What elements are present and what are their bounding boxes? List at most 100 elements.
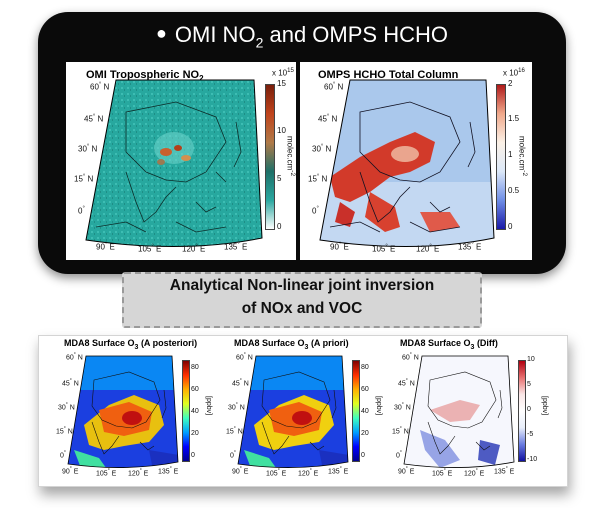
lat-tick: 15° N (226, 426, 243, 436)
lat-tick: 15° N (56, 426, 73, 436)
lat-tick: 30° N (58, 402, 75, 412)
ozone-colorbar (352, 360, 360, 462)
colorbar-tick: 80 (191, 364, 199, 371)
lon-tick: 120° E (182, 244, 206, 254)
lon-tick: 105° E (266, 468, 287, 478)
ozone-map (67, 355, 179, 468)
ozone-colorbar (518, 360, 526, 462)
lat-tick: 0° (78, 206, 85, 216)
colorbar-tick: 15 (277, 79, 286, 88)
colorbar-tick: -5 (527, 431, 534, 438)
hcho-map-panel: OMPS HCHO Total Column 60° N 45° N 30° N… (300, 62, 532, 260)
lon-tick: 105° E (432, 468, 453, 478)
lon-tick: 105° E (96, 468, 117, 478)
ozone-map (403, 355, 515, 468)
colorbar-tick: 60 (191, 386, 199, 393)
colorbar-tick: 20 (191, 430, 199, 437)
lat-tick: 45° N (232, 378, 249, 388)
bullet-icon: ● (156, 23, 167, 43)
colorbar-unit: [ppbv] (541, 396, 548, 416)
colorbar-tick: 1.5 (508, 114, 520, 123)
lon-tick: 120° E (464, 468, 485, 478)
colorbar-unit: [ppbv] (205, 396, 212, 416)
colorbar-tick: 20 (361, 430, 369, 437)
lat-tick: 30° N (312, 144, 332, 154)
colorbar-tick: 1 (508, 150, 513, 159)
lat-tick: 60° N (90, 82, 110, 92)
colorbar-tick: 2 (508, 79, 513, 88)
lat-tick: 60° N (236, 352, 253, 362)
hcho-panel-title: OMPS HCHO Total Column (318, 69, 459, 81)
lat-tick: 45° N (318, 114, 338, 124)
colorbar-tick: 0 (191, 452, 195, 459)
colorbar-tick: 0 (361, 452, 365, 459)
no2-colorbar (265, 84, 275, 230)
no2-panel-title: OMI Tropospheric NO2 (86, 69, 204, 84)
lon-tick: 105° E (138, 244, 162, 254)
inversion-label-line2: of NOx and VOC (241, 300, 363, 317)
lon-tick: 90° E (398, 466, 415, 476)
ozone-map (237, 355, 349, 468)
lon-tick: 135° E (224, 242, 248, 252)
lon-tick: 135° E (158, 466, 179, 476)
no2-map-panel: OMI Tropospheric NO2 60° N 45° N 30° N 1… (66, 62, 296, 260)
colorbar-tick: 10 (527, 356, 535, 363)
colorbar-unit: molec.cm-2 (285, 136, 296, 177)
lat-tick: 15° N (74, 174, 94, 184)
lat-tick: 0° (60, 450, 66, 460)
colorbar-tick: -10 (527, 456, 538, 463)
lat-tick: 45° N (62, 378, 79, 388)
colorbar-tick: 80 (361, 364, 369, 371)
lon-tick: 90° E (96, 242, 115, 252)
lon-tick: 120° E (416, 244, 440, 254)
lon-tick: 90° E (62, 466, 79, 476)
lon-tick: 135° E (328, 466, 349, 476)
no2-map (85, 79, 263, 247)
ozone-map-panel: MDA8 Surface O3 (Diff) 60° N 45° N 30° N 15… (390, 338, 550, 478)
lat-tick: 15° N (392, 426, 409, 436)
ozone-colorbar (182, 360, 190, 462)
ozone-panel-title: MDA8 Surface O3 (A priori) (234, 338, 349, 351)
colorbar-unit: molec.cm-2 (517, 136, 528, 177)
lat-tick: 30° N (228, 402, 245, 412)
lon-tick: 120° E (128, 468, 149, 478)
colorbar-tick: 0 (508, 222, 513, 231)
lat-tick: 45° N (398, 378, 415, 388)
lat-tick: 0° (230, 450, 236, 460)
colorbar-tick: 40 (191, 408, 199, 415)
colorbar-tick: 0 (277, 222, 282, 231)
colorbar-tick: 5 (277, 174, 282, 183)
colorbar-exponent: x 1015 (272, 68, 294, 78)
colorbar-tick: 10 (277, 126, 286, 135)
colorbar-tick: 60 (361, 386, 369, 393)
lon-tick: 135° E (458, 242, 482, 252)
lat-tick: 60° N (324, 82, 344, 92)
lat-tick: 60° N (66, 352, 83, 362)
colorbar-exponent: x 1016 (503, 68, 525, 78)
lat-tick: 30° N (394, 402, 411, 412)
lat-tick: 45° N (84, 114, 104, 124)
ozone-map-panel: MDA8 Surface O3 (A posteriori) 60° N 45° … (54, 338, 214, 478)
ozone-panel-title: MDA8 Surface O3 (Diff) (400, 338, 498, 351)
colorbar-tick: 0.5 (508, 186, 520, 195)
ozone-panel-title: MDA8 Surface O3 (A posteriori) (64, 338, 198, 351)
inversion-box (122, 272, 482, 328)
inversion-label-line1: Analytical Non-linear joint inversion (169, 277, 435, 294)
colorbar-tick: 0 (527, 406, 531, 413)
lat-tick: 15° N (308, 174, 328, 184)
lon-tick: 90° E (232, 466, 249, 476)
hcho-map (319, 79, 495, 247)
lon-tick: 120° E (298, 468, 319, 478)
lon-tick: 105° E (372, 244, 396, 254)
lat-tick: 30° N (78, 144, 98, 154)
lat-tick: 60° N (402, 352, 419, 362)
lon-tick: 135° E (494, 466, 515, 476)
hcho-colorbar (496, 84, 506, 230)
lon-tick: 90° E (330, 242, 349, 252)
satellite-panel-title: ● OMI NO2 and OMPS HCHO (156, 22, 448, 51)
lat-tick: 0° (312, 206, 319, 216)
colorbar-tick: 5 (527, 381, 531, 388)
colorbar-unit: [ppbv] (375, 396, 382, 416)
lat-tick: 0° (396, 450, 402, 460)
colorbar-tick: 40 (361, 408, 369, 415)
